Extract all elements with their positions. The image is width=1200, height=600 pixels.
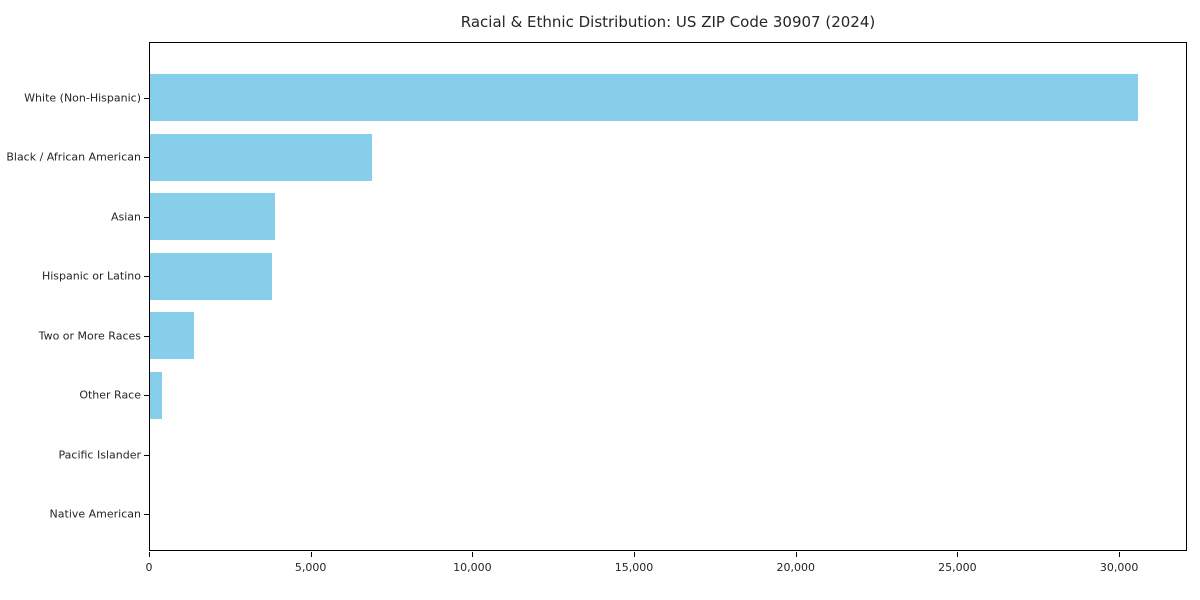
- x-tick-mark: [1119, 552, 1121, 557]
- y-tick-mark: [144, 335, 149, 337]
- y-tick-mark: [144, 395, 149, 396]
- y-tick-mark: [144, 157, 149, 158]
- x-tick-label: 20,000: [776, 561, 815, 574]
- x-tick-mark: [472, 552, 474, 557]
- x-tick-label: 25,000: [938, 561, 977, 574]
- bar: [150, 133, 372, 181]
- x-tick-mark: [149, 552, 150, 557]
- bar: [150, 74, 1138, 121]
- x-tick-label: 15,000: [614, 561, 654, 574]
- bar: [150, 371, 163, 419]
- x-tick-label: 5,000: [294, 561, 327, 574]
- y-tick-label: Pacific Islander: [58, 448, 141, 461]
- x-tick-label: 0: [145, 561, 153, 574]
- y-tick-label: Native American: [49, 507, 141, 521]
- bar: [150, 312, 195, 359]
- x-tick-label: 10,000: [453, 561, 492, 574]
- x-tick-mark: [310, 552, 312, 557]
- plot-area: [149, 42, 1187, 551]
- x-tick-mark: [795, 552, 797, 557]
- bar: [150, 193, 276, 240]
- y-tick-mark: [144, 97, 149, 99]
- y-tick-mark: [144, 514, 149, 515]
- y-tick-label: Other Race: [79, 388, 141, 402]
- x-tick-label: 30,000: [1099, 561, 1139, 574]
- y-tick-mark: [144, 454, 149, 456]
- chart-title: Racial & Ethnic Distribution: US ZIP Cod…: [460, 13, 876, 31]
- y-tick-label: White (Non-Hispanic): [24, 91, 141, 104]
- y-tick-label: Hispanic or Latino: [41, 269, 141, 283]
- y-tick-label: Two or More Races: [38, 329, 141, 342]
- y-tick-label: Black / African American: [6, 150, 141, 164]
- x-tick-mark: [634, 552, 636, 557]
- x-tick-mark: [957, 552, 959, 557]
- y-tick-mark: [144, 216, 149, 218]
- y-tick-label: Asian: [110, 210, 141, 223]
- y-tick-mark: [144, 276, 149, 277]
- bar: [150, 252, 273, 300]
